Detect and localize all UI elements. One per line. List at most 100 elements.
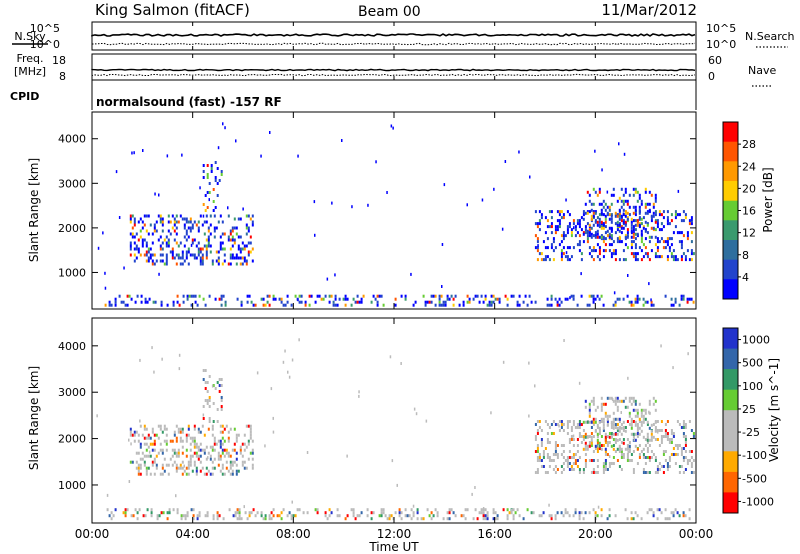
nave-tick-top: 60: [708, 54, 722, 67]
echo-cell: [585, 203, 587, 206]
echo-cell: [683, 219, 685, 222]
echo-cell: [537, 244, 539, 247]
echo-cell: [609, 415, 611, 418]
echo-cell: [133, 514, 135, 517]
echo-cell: [218, 440, 220, 443]
echo-cell: [579, 435, 581, 438]
echo-cell: [160, 245, 162, 248]
echo-cell: [240, 248, 242, 251]
echo-cell: [623, 400, 625, 403]
echo-cell: [343, 298, 345, 301]
echo-cell: [323, 298, 325, 301]
echo-cell: [518, 151, 520, 154]
echo-cell: [609, 236, 611, 239]
echo-cell: [677, 213, 679, 216]
velocity-colorbar-label: Velocity [m s^-1]: [767, 358, 781, 462]
echo-cell: [607, 468, 609, 471]
echo-cell: [605, 221, 607, 224]
echo-cell: [267, 301, 269, 304]
echo-cell: [641, 517, 643, 520]
echo-cell: [491, 304, 493, 307]
echo-cell: [111, 304, 113, 307]
echo-cell: [681, 240, 683, 243]
echo-cell: [603, 403, 605, 406]
echo-cell: [641, 258, 643, 261]
echo-cell: [166, 443, 168, 446]
echo-cell: [671, 255, 673, 258]
echo-cell: [213, 188, 215, 191]
echo-cell: [205, 381, 207, 384]
echo-cell: [677, 511, 679, 514]
echo-cell: [651, 433, 653, 436]
echo-cell: [597, 433, 599, 436]
echo-cell: [597, 233, 599, 236]
echo-cell: [188, 473, 190, 476]
echo-cell: [655, 243, 657, 246]
echo-cell: [392, 459, 394, 462]
echo-cell: [657, 255, 659, 258]
echo-cell: [196, 443, 198, 446]
echo-cell: [208, 227, 210, 230]
echo-cell: [603, 465, 605, 468]
echo-cell: [269, 131, 271, 134]
echo-cell: [235, 511, 237, 514]
nave-trace: [92, 74, 695, 75]
echo-cell: [637, 415, 639, 418]
echo-cell: [196, 245, 198, 248]
echo-cell: [202, 263, 204, 266]
echo-cell: [209, 420, 211, 423]
echo-cell: [635, 206, 637, 209]
echo-cell: [146, 455, 148, 458]
echo-cell: [217, 517, 219, 520]
echo-cell: [579, 456, 581, 459]
echo-cell: [635, 213, 637, 216]
echo-cell: [667, 237, 669, 240]
echo-cell: [138, 467, 140, 470]
echo-cell: [170, 440, 172, 443]
echo-cell: [181, 154, 183, 157]
echo-cell: [399, 508, 401, 511]
echo-cell: [505, 160, 507, 163]
echo-cell: [645, 444, 647, 447]
echo-cell: [669, 249, 671, 252]
echo-cell: [655, 426, 657, 429]
echo-cell: [627, 295, 629, 298]
echo-cell: [255, 514, 257, 517]
echo-cell: [358, 390, 360, 393]
echo-cell: [625, 397, 627, 400]
echo-cell: [160, 260, 162, 263]
echo-cell: [127, 304, 129, 307]
echo-cell: [160, 215, 162, 218]
echo-cell: [687, 301, 689, 304]
echo-cell: [561, 453, 563, 456]
echo-cell: [160, 236, 162, 239]
echo-cell: [643, 243, 645, 246]
echo-cell: [651, 508, 653, 511]
echo-cell: [174, 431, 176, 434]
echo-cell: [605, 209, 607, 212]
echo-cell: [629, 400, 631, 403]
echo-cell: [657, 465, 659, 468]
echo-cell: [449, 517, 451, 520]
echo-cell: [637, 200, 639, 203]
echo-cell: [633, 240, 635, 243]
echo-cell: [611, 255, 613, 258]
echo-cell: [633, 236, 635, 239]
echo-cell: [599, 221, 601, 224]
echo-cell: [581, 228, 583, 231]
beam-title: Beam 00: [358, 4, 421, 20]
echo-cell: [647, 224, 649, 227]
echo-cell: [190, 437, 192, 440]
nsky-panel: 10^5 10^0 N.Sky 10^5 10^0 N.Search: [12, 22, 795, 51]
echo-cell: [589, 295, 591, 298]
echo-cell: [643, 409, 645, 412]
echo-cell: [599, 249, 601, 252]
echo-cell: [218, 221, 220, 224]
echo-cell: [212, 385, 214, 388]
echo-cell: [503, 508, 505, 511]
echo-cell: [130, 221, 132, 224]
echo-cell: [314, 200, 316, 203]
echo-cell: [182, 257, 184, 260]
echo-cell: [213, 200, 215, 203]
echo-cell: [561, 249, 563, 252]
